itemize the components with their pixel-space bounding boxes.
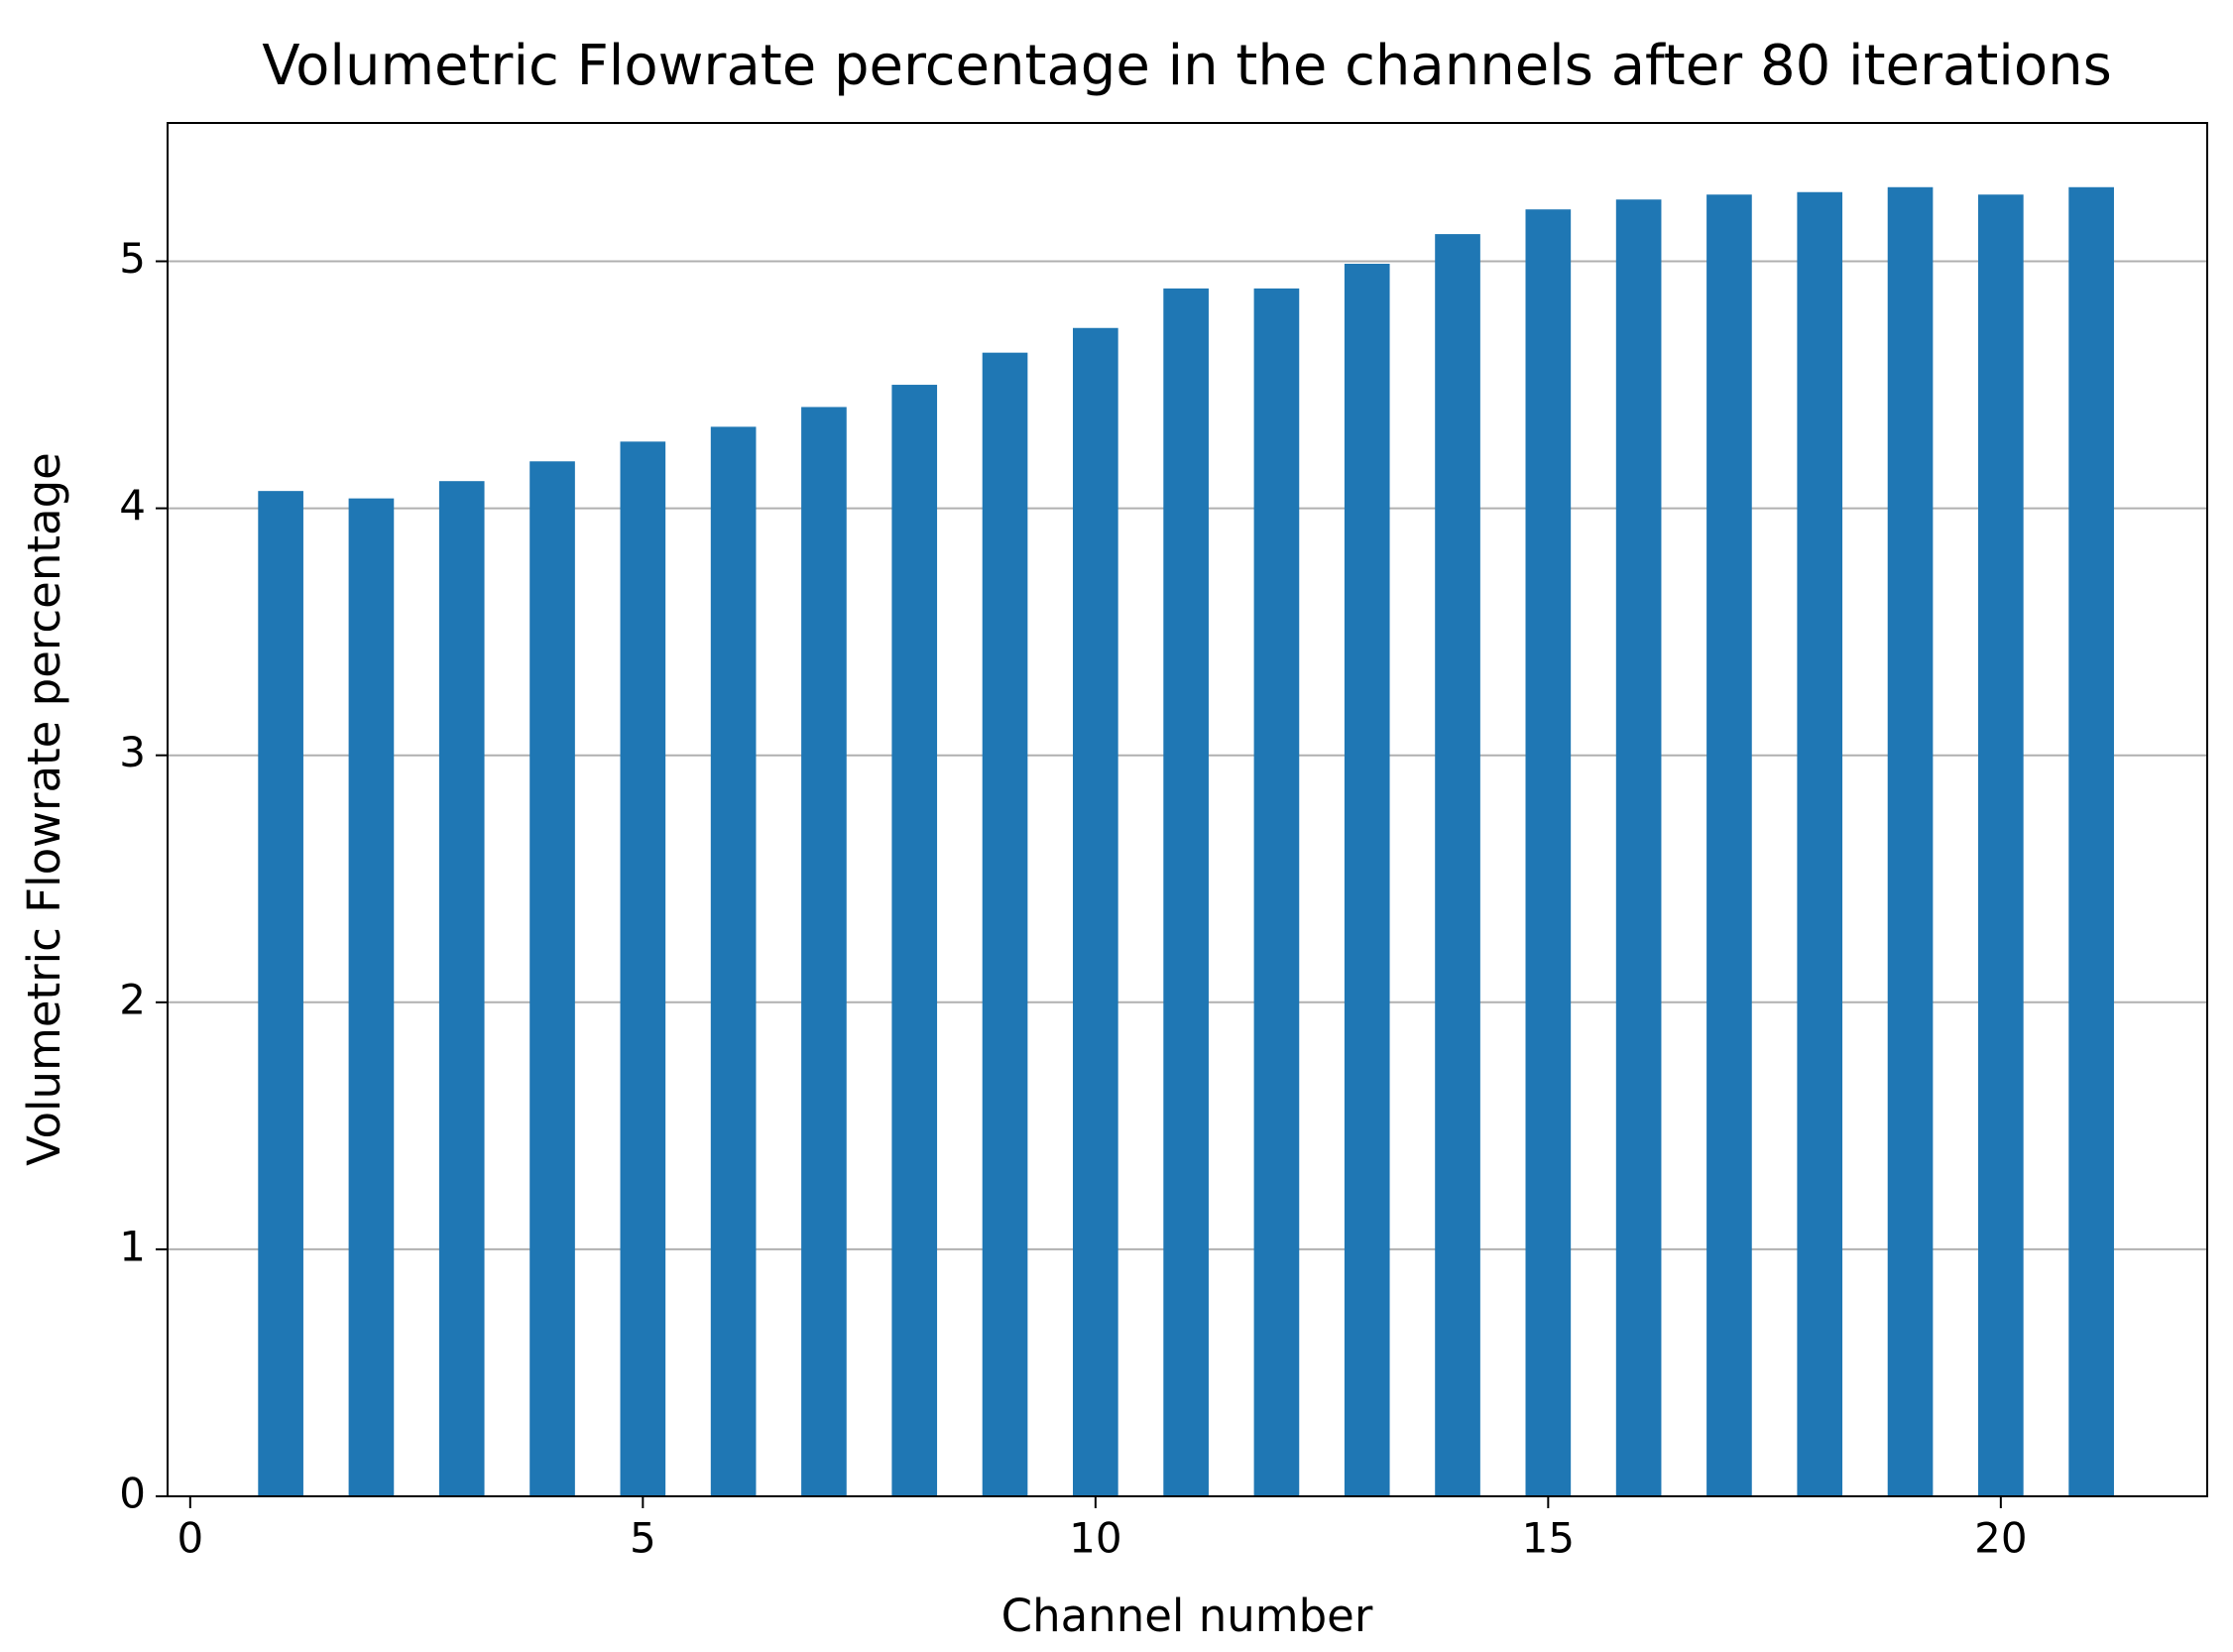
bar	[710, 426, 757, 1496]
bar	[348, 498, 395, 1497]
x-axis-label: Channel number	[1001, 1590, 1373, 1642]
bar	[1615, 199, 1662, 1497]
bar	[1525, 209, 1572, 1496]
bar	[620, 441, 666, 1496]
x-tick-label: 5	[630, 1514, 656, 1563]
plot-frame	[167, 122, 2208, 1497]
y-tick-label: 5	[119, 234, 146, 283]
bar	[529, 461, 575, 1497]
bar	[438, 481, 485, 1496]
y-tick-label: 4	[119, 481, 146, 530]
x-tick-label: 0	[176, 1514, 203, 1563]
bar	[1253, 288, 1300, 1497]
bar	[1435, 234, 1480, 1496]
x-tick-label: 20	[1974, 1514, 2027, 1563]
bar	[891, 385, 938, 1496]
bar	[1073, 327, 1118, 1496]
bar	[1163, 288, 1209, 1497]
bar	[1887, 186, 1934, 1496]
x-tick-label: 15	[1522, 1514, 1575, 1563]
y-tick-label: 1	[119, 1222, 146, 1270]
y-tick-label: 3	[119, 728, 146, 776]
bar	[1344, 263, 1390, 1496]
bar	[1978, 194, 2024, 1496]
bar	[2068, 186, 2114, 1496]
chart-title: Volumetric Flowrate percentage in the ch…	[262, 34, 2112, 98]
y-tick-label: 2	[119, 975, 146, 1023]
bar	[982, 352, 1028, 1496]
y-axis-label: Volumetric Flowrate percentage	[18, 452, 70, 1166]
bar	[1797, 191, 1843, 1497]
bar	[801, 407, 847, 1496]
bar	[258, 491, 303, 1497]
y-tick-label: 0	[119, 1470, 146, 1518]
bar	[1706, 194, 1752, 1496]
x-tick-label: 10	[1069, 1514, 1121, 1563]
